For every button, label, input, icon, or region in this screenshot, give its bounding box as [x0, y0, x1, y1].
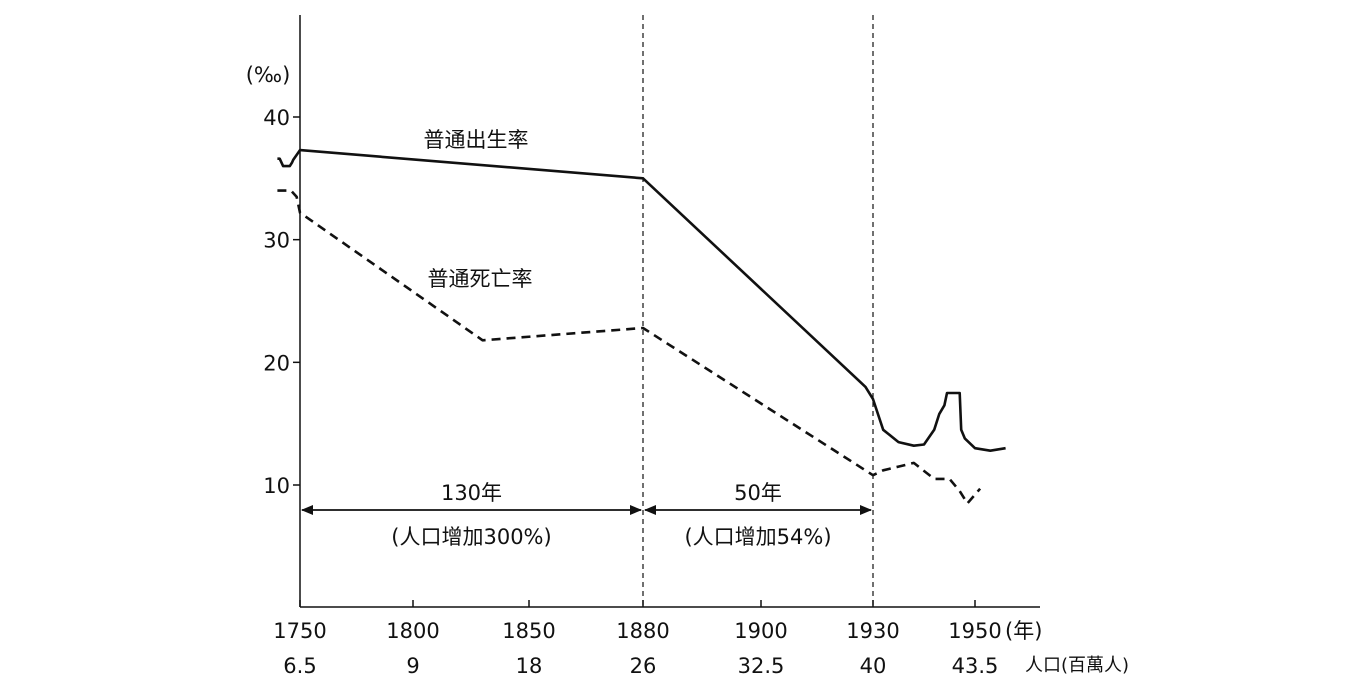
- population-tick-label: 9: [406, 654, 419, 678]
- x-axis-unit-label: (年): [1005, 619, 1042, 643]
- series-line-birth-rate: [277, 148, 1006, 452]
- annotations: 130年 (人口增加300%) 50年 (人口增加54%): [301, 481, 872, 549]
- population-tick-label: 32.5: [738, 654, 785, 678]
- x-ticks: 1750 6.5 1800 9 1850 18 1880 26 1900 32.5 1930 40 19…: [273, 600, 1002, 678]
- series-label-birth-rate: 普通出生率: [424, 128, 529, 152]
- population-tick-label: 26: [630, 654, 657, 678]
- x-tick-label: 1850: [502, 619, 555, 643]
- interval-sublabel: (人口增加300%): [391, 525, 551, 549]
- population-tick-label: 40: [860, 654, 887, 678]
- population-axis-label: 人口(百萬人): [1025, 655, 1129, 676]
- x-tick-label: 1950: [948, 619, 1001, 643]
- population-tick-label: 43.5: [952, 654, 999, 678]
- population-tick-label: 18: [516, 654, 543, 678]
- y-tick-label: 30: [263, 229, 290, 253]
- y-tick-label: 40: [263, 106, 290, 130]
- y-tick-label: 10: [263, 474, 290, 498]
- interval-label: 130年: [441, 481, 502, 505]
- series-line-death-rate: [277, 189, 982, 505]
- x-tick-label: 1930: [846, 619, 899, 643]
- series-group: [277, 148, 1006, 505]
- x-tick-label: 1880: [616, 619, 669, 643]
- interval-sublabel: (人口增加54%): [684, 525, 831, 549]
- x-tick-label: 1800: [386, 619, 439, 643]
- interval-label: 50年: [734, 481, 782, 505]
- x-tick-label: 1900: [734, 619, 787, 643]
- y-ticks: 10 20 30 40: [263, 106, 300, 498]
- population-tick-label: 6.5: [283, 654, 316, 678]
- reference-lines: [642, 15, 874, 607]
- axes: [299, 15, 1040, 608]
- x-tick-label: 1750: [273, 619, 326, 643]
- series-label-death-rate: 普通死亡率: [428, 267, 533, 291]
- y-axis-unit-label: (‰): [246, 63, 291, 87]
- y-tick-label: 20: [263, 351, 290, 375]
